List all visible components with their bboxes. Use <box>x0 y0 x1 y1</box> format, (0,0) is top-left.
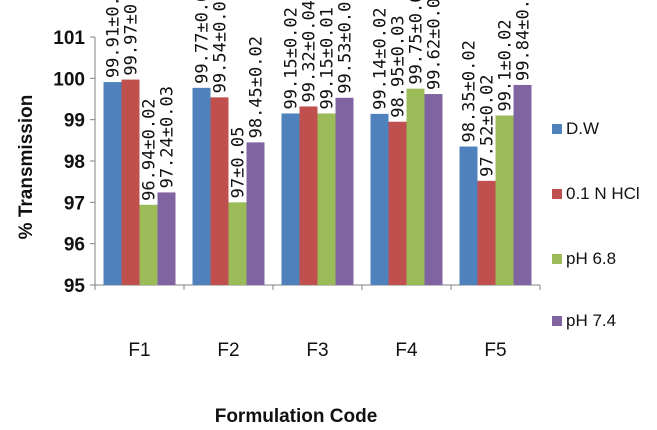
data-label: 98.35±0.02 <box>460 40 480 142</box>
bar <box>281 113 300 285</box>
data-label: 97.24±0.03 <box>158 86 178 188</box>
legend-swatch <box>552 254 562 264</box>
bar <box>370 113 389 285</box>
bar <box>424 94 443 285</box>
bar <box>406 88 425 286</box>
legend-label: D.W <box>566 119 599 138</box>
data-label: 99.53±0.01 <box>336 0 356 94</box>
y-axis: 95 96 97 98 99 100 101 <box>53 28 96 297</box>
y-tick-label: 95 <box>64 276 86 297</box>
x-axis: F1 F2 F3 F4 F5 <box>94 284 541 361</box>
bar <box>299 106 318 285</box>
y-axis-title: % Transmission <box>16 95 37 240</box>
data-label: 99.84±0.02 <box>514 0 534 81</box>
data-label: 96.94±0.02 <box>140 98 160 200</box>
data-label: 99.77±0.02 <box>193 0 213 84</box>
y-tick-label: 97 <box>64 193 85 214</box>
bars <box>103 79 532 286</box>
data-label: 99.62±0.01 <box>425 0 445 90</box>
data-label: 99.91±0.02 <box>104 0 124 78</box>
data-label: 99.1±0.02 <box>496 19 516 111</box>
x-tick-label: F1 <box>128 340 150 361</box>
bar <box>513 84 532 286</box>
bar <box>388 121 407 285</box>
bar <box>495 115 514 286</box>
x-tick-label: F2 <box>217 340 239 361</box>
bar <box>459 146 478 285</box>
data-label: 99.32±0.04 <box>300 0 320 102</box>
bar <box>121 79 140 285</box>
y-tick-label: 101 <box>53 28 85 49</box>
bar <box>192 87 211 285</box>
bar <box>210 97 229 285</box>
data-label: 97±0.05 <box>229 127 249 199</box>
data-label: 98.45±0.02 <box>247 36 267 138</box>
bar <box>139 204 158 285</box>
legend-swatch <box>552 124 562 134</box>
bar <box>228 202 247 285</box>
legend-label: 0.1 N HCl <box>566 184 640 203</box>
data-label: 97.52±0.02 <box>478 74 498 176</box>
legend-label: pH 6.8 <box>566 249 616 268</box>
data-labels: 99.91±0.02 99.77±0.02 99.15±0.02 99.14±0.02… <box>104 0 534 201</box>
y-tick-label: 96 <box>64 235 85 256</box>
legend-swatch <box>552 316 562 326</box>
data-label: 99.15±0.02 <box>282 7 302 109</box>
bar <box>477 180 496 285</box>
bar <box>335 97 354 285</box>
bar <box>157 192 176 285</box>
bar <box>103 82 122 285</box>
legend: D.W 0.1 N HCl pH 6.8 pH 7.4 <box>552 119 640 330</box>
bar <box>317 113 336 285</box>
data-label: 99.75±0.02 <box>407 0 427 85</box>
y-tick-label: 99 <box>64 111 85 132</box>
bar <box>246 142 265 285</box>
data-label: 99.15±0.01 <box>318 7 338 109</box>
x-axis-title: Formulation Code <box>215 406 378 427</box>
data-label: 99.14±0.02 <box>371 8 391 110</box>
legend-swatch <box>552 189 562 199</box>
data-label: 99.97±0.05 <box>122 0 142 76</box>
legend-label: pH 7.4 <box>566 311 616 330</box>
y-tick-label: 98 <box>64 152 85 173</box>
y-tick-label: 100 <box>53 69 85 90</box>
data-label: 99.54±0.015 <box>211 0 231 93</box>
x-tick-label: F4 <box>395 340 418 361</box>
x-tick-label: F3 <box>306 340 328 361</box>
x-tick-label: F5 <box>484 340 506 361</box>
data-label: 98.95±0.03 <box>389 15 409 117</box>
